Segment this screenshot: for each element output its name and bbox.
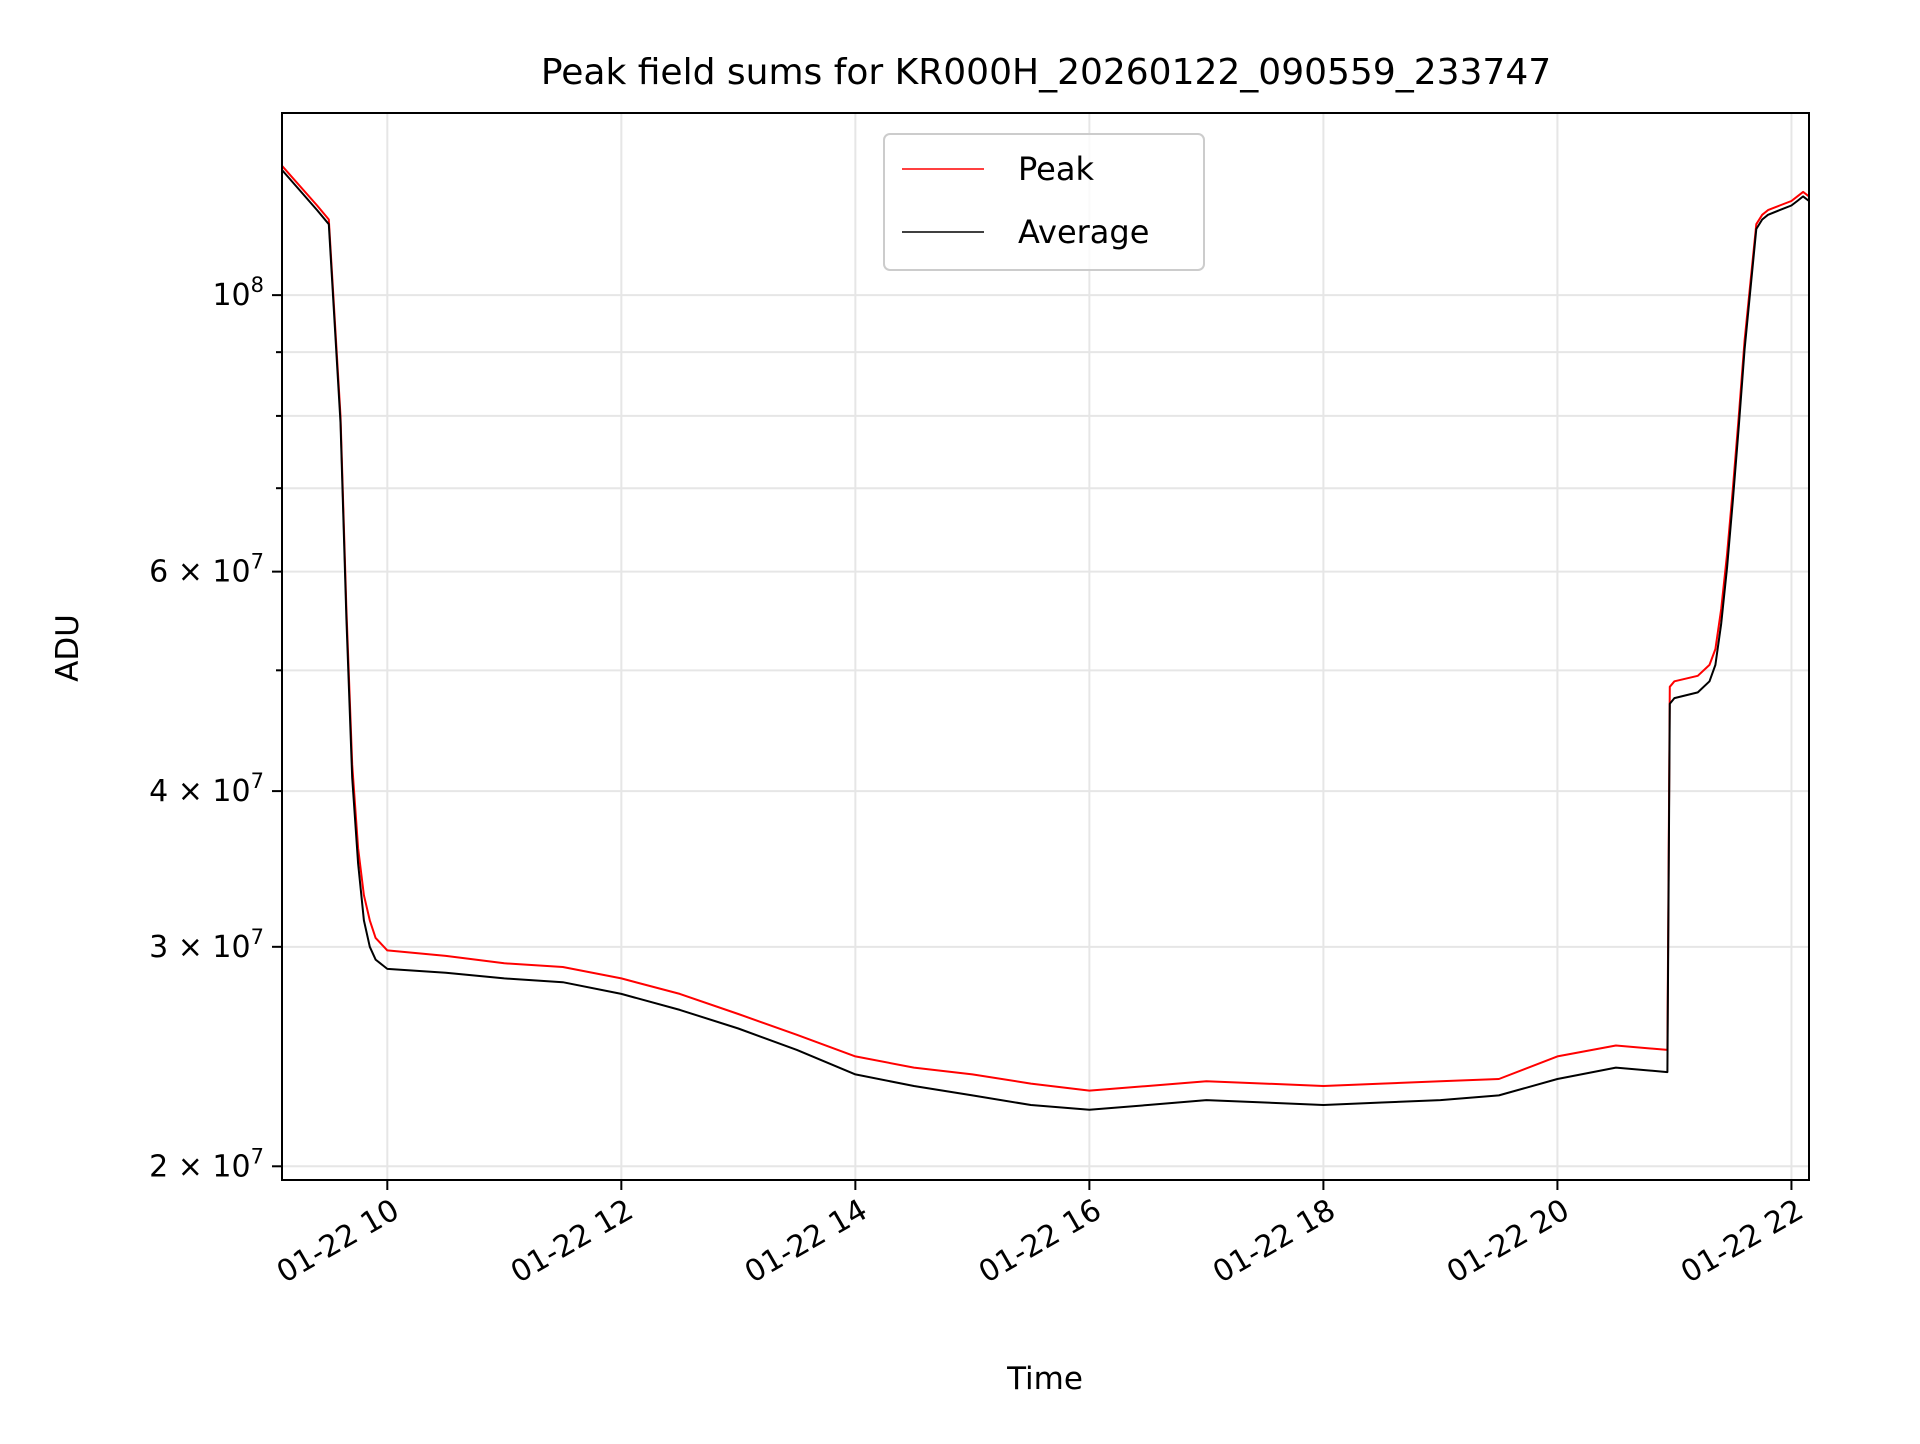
legend-box <box>883 133 1205 271</box>
series-line-average <box>281 169 1810 1111</box>
y-tick-label: 108 <box>212 273 264 313</box>
chart-title: Peak field sums for KR000H_20260122_0905… <box>541 52 1551 93</box>
x-axis-label: Time <box>1006 1361 1083 1397</box>
y-tick-label: 6 × 107 <box>149 550 264 590</box>
y-axis-label: ADU <box>50 614 86 682</box>
y-tick-label: 4 × 107 <box>149 769 264 809</box>
legend-label-peak: Peak <box>1018 150 1094 188</box>
y-tick-label: 3 × 107 <box>149 925 264 965</box>
legend-label-average: Average <box>1018 213 1149 251</box>
y-tick-label: 2 × 107 <box>149 1144 264 1184</box>
plot-area-frame <box>281 112 1810 1181</box>
legend: Peak Average <box>883 133 1205 271</box>
grid-lines <box>282 113 1809 1180</box>
series-lines <box>281 165 1810 1111</box>
